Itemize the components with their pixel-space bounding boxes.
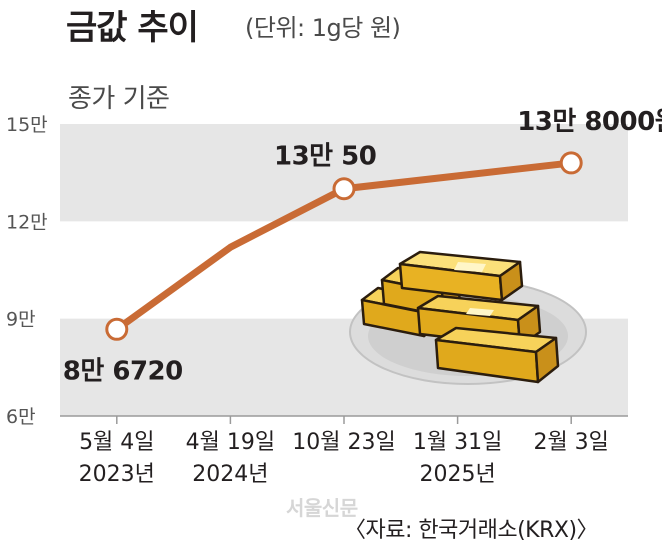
series-line-group: [105, 151, 583, 341]
y-tick-label: 15만: [6, 114, 48, 136]
y-tick-label: 6만: [6, 406, 36, 428]
unit-label: (단위: 1g당 원): [245, 14, 401, 42]
y-axis-ticks: 6만 9만 12만 15만: [6, 114, 48, 428]
x-tick-label: 4월 19일: [186, 430, 275, 455]
chart-title: 금값 추이: [66, 8, 199, 48]
x-tick-label: 5월 4일: [79, 430, 154, 455]
x-axis-ticks: 5월 4일 2023년 4월 19일 2024년 10월 23일 1월 31일 2025년 2…: [79, 416, 609, 487]
basis-note: 종가 기준: [68, 84, 170, 114]
data-label: 8만 6720: [63, 356, 183, 386]
data-label: 13만 8000원: [517, 107, 662, 137]
x-tick-label: 2월 3일: [533, 430, 608, 455]
x-tick-label: 1월 31일: [413, 430, 502, 455]
data-point-marker: [105, 317, 129, 341]
gold-bars-illustration: [349, 250, 587, 385]
x-tick-year-label: 2025년: [419, 462, 495, 487]
source-credit: 〈자료: 한국거래소(KRX)〉: [344, 518, 599, 543]
grid-band: [60, 124, 628, 222]
data-label: 13만 50: [274, 142, 376, 172]
x-tick-year-label: 2024년: [192, 462, 268, 487]
y-tick-label: 9만: [6, 309, 36, 331]
x-tick-label: 10월 23일: [292, 430, 395, 455]
publisher-logo: 서울신문: [286, 496, 358, 520]
y-tick-label: 12만: [6, 211, 48, 233]
data-labels: 8만 6720 13만 50 13만 8000원: [63, 107, 662, 386]
data-point-marker: [559, 151, 583, 175]
x-tick-year-label: 2023년: [79, 462, 155, 487]
data-point-marker: [332, 177, 356, 201]
